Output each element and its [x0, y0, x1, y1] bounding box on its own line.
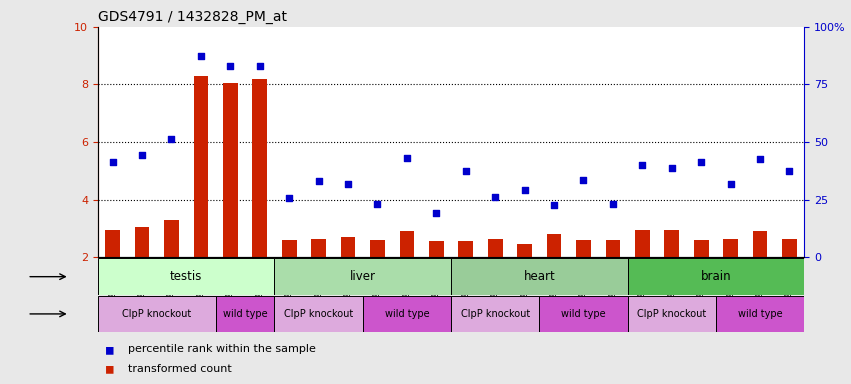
- Bar: [517, 244, 532, 257]
- Text: ClpP knockout: ClpP knockout: [284, 309, 353, 319]
- Text: ClpP knockout: ClpP knockout: [122, 309, 191, 319]
- Bar: [429, 242, 443, 257]
- Point: [283, 195, 296, 201]
- Bar: [193, 76, 208, 257]
- Text: wild type: wild type: [738, 309, 782, 319]
- Point: [783, 168, 797, 174]
- Bar: [223, 83, 237, 257]
- Bar: [694, 240, 709, 257]
- Text: brain: brain: [700, 270, 731, 283]
- Bar: [606, 240, 620, 257]
- Point: [164, 136, 178, 142]
- Text: wild type: wild type: [223, 309, 267, 319]
- Point: [724, 181, 738, 187]
- Point: [636, 162, 649, 168]
- Bar: [215, 296, 274, 332]
- Point: [194, 53, 208, 59]
- Point: [694, 159, 708, 166]
- Text: ClpP knockout: ClpP knockout: [460, 309, 530, 319]
- Bar: [311, 238, 326, 257]
- Bar: [635, 230, 649, 257]
- Point: [253, 63, 266, 69]
- Bar: [459, 242, 473, 257]
- Bar: [106, 230, 120, 257]
- Bar: [134, 227, 150, 257]
- Point: [341, 181, 355, 187]
- Point: [135, 152, 149, 158]
- Point: [577, 177, 591, 183]
- Text: heart: heart: [523, 270, 555, 283]
- Bar: [253, 79, 267, 257]
- Point: [106, 159, 119, 166]
- Point: [459, 168, 472, 174]
- Point: [753, 156, 767, 162]
- Bar: [451, 296, 540, 332]
- Text: wild type: wild type: [561, 309, 606, 319]
- Text: percentile rank within the sample: percentile rank within the sample: [128, 344, 316, 354]
- Bar: [363, 296, 451, 332]
- Point: [430, 210, 443, 216]
- Text: testis: testis: [170, 270, 203, 283]
- Bar: [627, 296, 716, 332]
- Point: [547, 202, 561, 209]
- Bar: [752, 231, 768, 257]
- Text: ■: ■: [106, 343, 114, 356]
- Text: ClpP knockout: ClpP knockout: [637, 309, 706, 319]
- Bar: [164, 220, 179, 257]
- Bar: [716, 296, 804, 332]
- Point: [517, 187, 531, 193]
- Bar: [546, 234, 562, 257]
- Text: wild type: wild type: [385, 309, 429, 319]
- Point: [665, 165, 678, 171]
- Bar: [627, 258, 804, 295]
- Bar: [723, 238, 738, 257]
- Bar: [540, 296, 627, 332]
- Bar: [274, 258, 451, 295]
- Bar: [488, 238, 503, 257]
- Bar: [576, 240, 591, 257]
- Text: transformed count: transformed count: [128, 364, 231, 374]
- Point: [606, 201, 620, 207]
- Bar: [98, 258, 274, 295]
- Bar: [274, 296, 363, 332]
- Point: [311, 178, 325, 184]
- Bar: [370, 240, 385, 257]
- Point: [488, 194, 502, 200]
- Point: [400, 155, 414, 161]
- Point: [224, 63, 237, 69]
- Point: [371, 201, 385, 207]
- Text: liver: liver: [350, 270, 376, 283]
- Bar: [399, 231, 414, 257]
- Bar: [451, 258, 627, 295]
- Bar: [340, 237, 356, 257]
- Text: ■: ■: [106, 362, 114, 375]
- Text: GDS4791 / 1432828_PM_at: GDS4791 / 1432828_PM_at: [98, 10, 287, 25]
- Bar: [782, 238, 797, 257]
- Bar: [665, 230, 679, 257]
- Bar: [282, 240, 296, 257]
- Bar: [98, 296, 215, 332]
